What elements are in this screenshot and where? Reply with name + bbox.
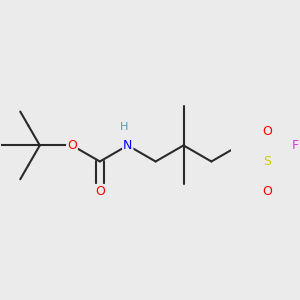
Text: O: O bbox=[262, 185, 272, 198]
Text: H: H bbox=[120, 122, 128, 132]
Text: O: O bbox=[95, 185, 105, 198]
Text: S: S bbox=[263, 155, 271, 168]
Text: O: O bbox=[262, 125, 272, 138]
Text: F: F bbox=[292, 139, 298, 152]
Text: O: O bbox=[67, 139, 77, 152]
Text: N: N bbox=[123, 139, 132, 152]
